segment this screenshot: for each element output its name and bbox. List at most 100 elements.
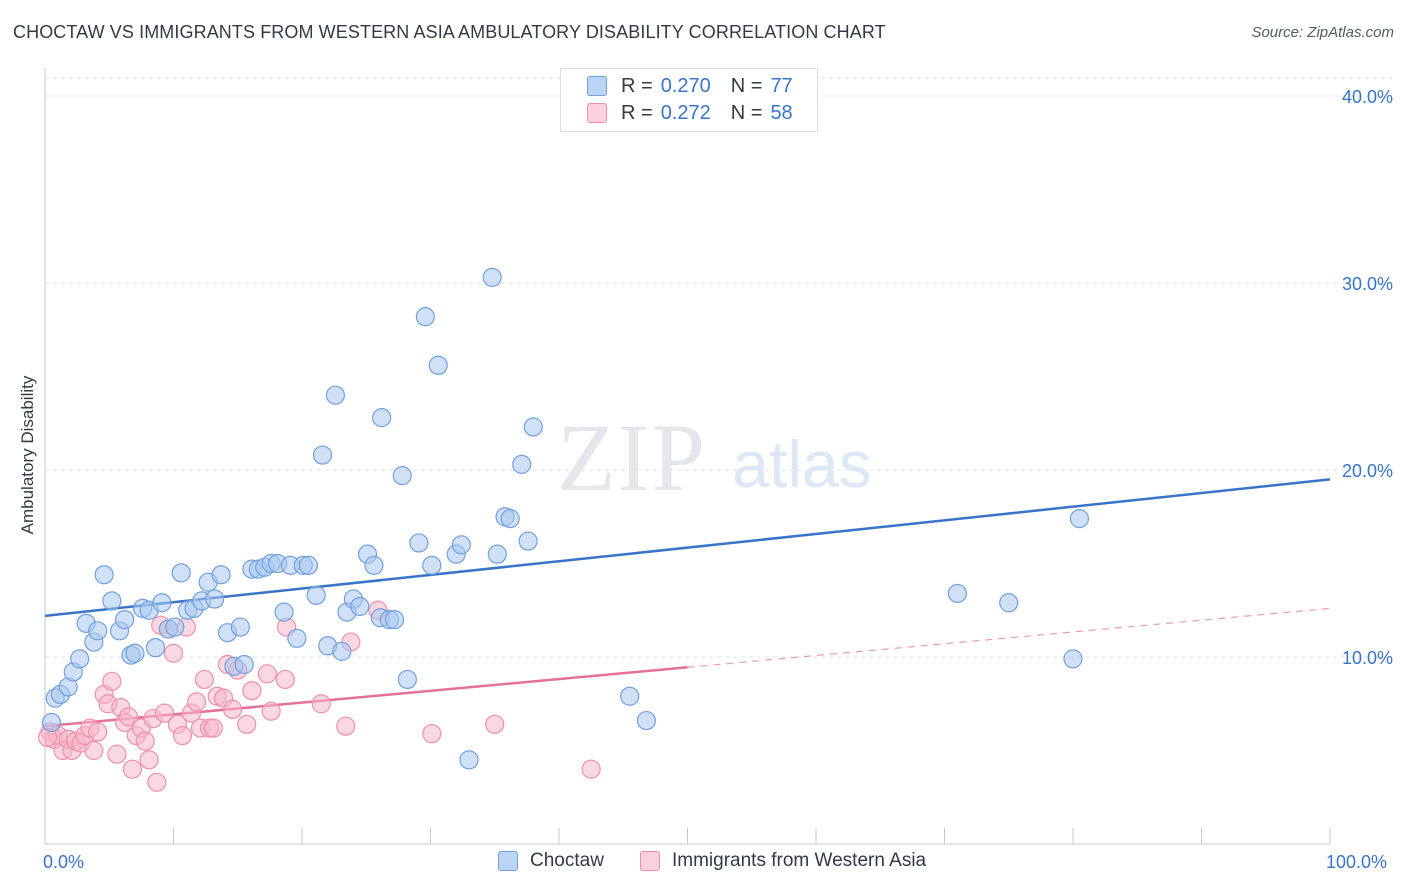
x-min-label: 0.0% bbox=[43, 852, 85, 872]
y-axis-label: Ambulatory Disability bbox=[18, 375, 37, 535]
point-choctaw bbox=[451, 535, 471, 555]
legend-r-label: R = bbox=[621, 101, 653, 124]
series-legend: Choctaw Immigrants from Western Asia bbox=[0, 850, 1406, 878]
point-immigrants bbox=[336, 716, 356, 736]
point-immigrants bbox=[163, 643, 184, 663]
point-choctaw bbox=[306, 585, 326, 605]
point-choctaw bbox=[500, 509, 520, 529]
point-choctaw bbox=[205, 589, 225, 609]
point-choctaw bbox=[428, 355, 448, 375]
trend-line-immigrants-extension bbox=[687, 607, 1331, 668]
point-immigrants bbox=[581, 759, 601, 779]
trend-line-choctaw bbox=[44, 478, 1331, 618]
point-immigrants bbox=[223, 699, 243, 719]
axes bbox=[44, 68, 1331, 845]
series-swatch-immigrants bbox=[640, 851, 660, 871]
legend-swatch-choctaw bbox=[587, 76, 607, 96]
point-immigrants bbox=[135, 731, 155, 751]
point-immigrants bbox=[187, 692, 207, 712]
point-immigrants bbox=[122, 759, 142, 779]
point-choctaw bbox=[372, 408, 392, 428]
point-choctaw bbox=[415, 307, 435, 327]
y-tick-label: 30.0% bbox=[1342, 274, 1393, 294]
point-choctaw bbox=[234, 654, 254, 675]
point-choctaw bbox=[523, 417, 543, 437]
legend-row-choctaw: R = 0.270 N = 77 bbox=[587, 73, 793, 99]
series-label-choctaw: Choctaw bbox=[530, 850, 604, 871]
y-tick-label: 40.0% bbox=[1342, 87, 1393, 107]
point-choctaw bbox=[1069, 509, 1090, 529]
point-choctaw bbox=[620, 686, 640, 706]
point-immigrants bbox=[172, 725, 193, 746]
point-choctaw bbox=[364, 555, 384, 575]
point-choctaw bbox=[332, 641, 352, 661]
y-tick-labels: 10.0% 20.0% 30.0% 40.0% bbox=[1342, 87, 1393, 668]
legend-swatch-immigrants bbox=[587, 103, 607, 123]
point-choctaw bbox=[94, 565, 114, 585]
point-immigrants bbox=[261, 701, 281, 721]
point-immigrants bbox=[154, 703, 175, 723]
series-legend-choctaw: Choctaw bbox=[498, 850, 604, 872]
watermark: ZIP atlas bbox=[557, 404, 872, 511]
point-choctaw bbox=[487, 544, 507, 564]
point-choctaw bbox=[947, 583, 967, 604]
point-choctaw bbox=[152, 593, 172, 613]
legend-row-immigrants: R = 0.272 N = 58 bbox=[587, 100, 793, 126]
point-choctaw bbox=[1063, 649, 1083, 669]
x-max-label: 100.0% bbox=[1326, 852, 1388, 872]
point-choctaw bbox=[287, 628, 307, 648]
point-immigrants bbox=[118, 707, 139, 727]
series-legend-immigrants: Immigrants from Western Asia bbox=[640, 850, 926, 872]
trend-lines bbox=[44, 478, 1331, 728]
point-immigrants bbox=[242, 681, 262, 701]
point-immigrants bbox=[107, 744, 127, 764]
point-choctaw bbox=[274, 602, 294, 622]
point-immigrants bbox=[422, 724, 442, 744]
point-choctaw bbox=[384, 609, 405, 630]
point-choctaw bbox=[459, 750, 479, 770]
point-immigrants bbox=[257, 664, 277, 684]
point-choctaw bbox=[312, 445, 333, 465]
point-immigrants bbox=[275, 669, 295, 690]
point-immigrants bbox=[139, 750, 159, 770]
point-immigrants bbox=[102, 671, 122, 691]
point-choctaw bbox=[70, 649, 90, 669]
point-immigrants bbox=[84, 740, 104, 761]
point-choctaw bbox=[165, 617, 185, 637]
point-choctaw bbox=[125, 643, 145, 663]
point-immigrants bbox=[237, 714, 257, 734]
series-swatch-choctaw bbox=[498, 851, 518, 871]
watermark-zip: ZIP bbox=[557, 404, 707, 511]
point-choctaw bbox=[392, 466, 412, 486]
point-choctaw bbox=[171, 563, 191, 583]
point-choctaw bbox=[422, 555, 442, 575]
point-choctaw bbox=[41, 712, 62, 733]
legend-n-value: 77 bbox=[770, 74, 793, 97]
point-choctaw bbox=[298, 555, 319, 575]
point-choctaw bbox=[88, 621, 108, 641]
point-choctaw bbox=[211, 565, 231, 585]
point-immigrants bbox=[88, 722, 108, 742]
data-points bbox=[37, 267, 1090, 792]
point-choctaw bbox=[145, 638, 166, 658]
point-choctaw bbox=[115, 609, 135, 630]
point-choctaw bbox=[397, 669, 417, 690]
point-immigrants bbox=[485, 714, 505, 734]
point-choctaw bbox=[325, 385, 346, 405]
legend-r-value: 0.272 bbox=[660, 101, 711, 124]
point-choctaw bbox=[999, 593, 1019, 613]
y-tick-label: 10.0% bbox=[1342, 648, 1393, 668]
legend-r-value: 0.270 bbox=[660, 74, 711, 97]
chart-title: CHOCTAW VS IMMIGRANTS FROM WESTERN ASIA … bbox=[13, 22, 886, 42]
point-immigrants bbox=[311, 694, 331, 714]
point-choctaw bbox=[409, 533, 429, 553]
series-label-immigrants: Immigrants from Western Asia bbox=[672, 850, 927, 871]
legend-n-label: N = bbox=[730, 74, 763, 97]
point-immigrants bbox=[203, 718, 223, 738]
point-choctaw bbox=[350, 596, 370, 617]
point-choctaw bbox=[482, 267, 502, 287]
point-choctaw bbox=[102, 591, 122, 611]
watermark-atlas: atlas bbox=[732, 427, 871, 501]
point-immigrants bbox=[194, 669, 214, 690]
